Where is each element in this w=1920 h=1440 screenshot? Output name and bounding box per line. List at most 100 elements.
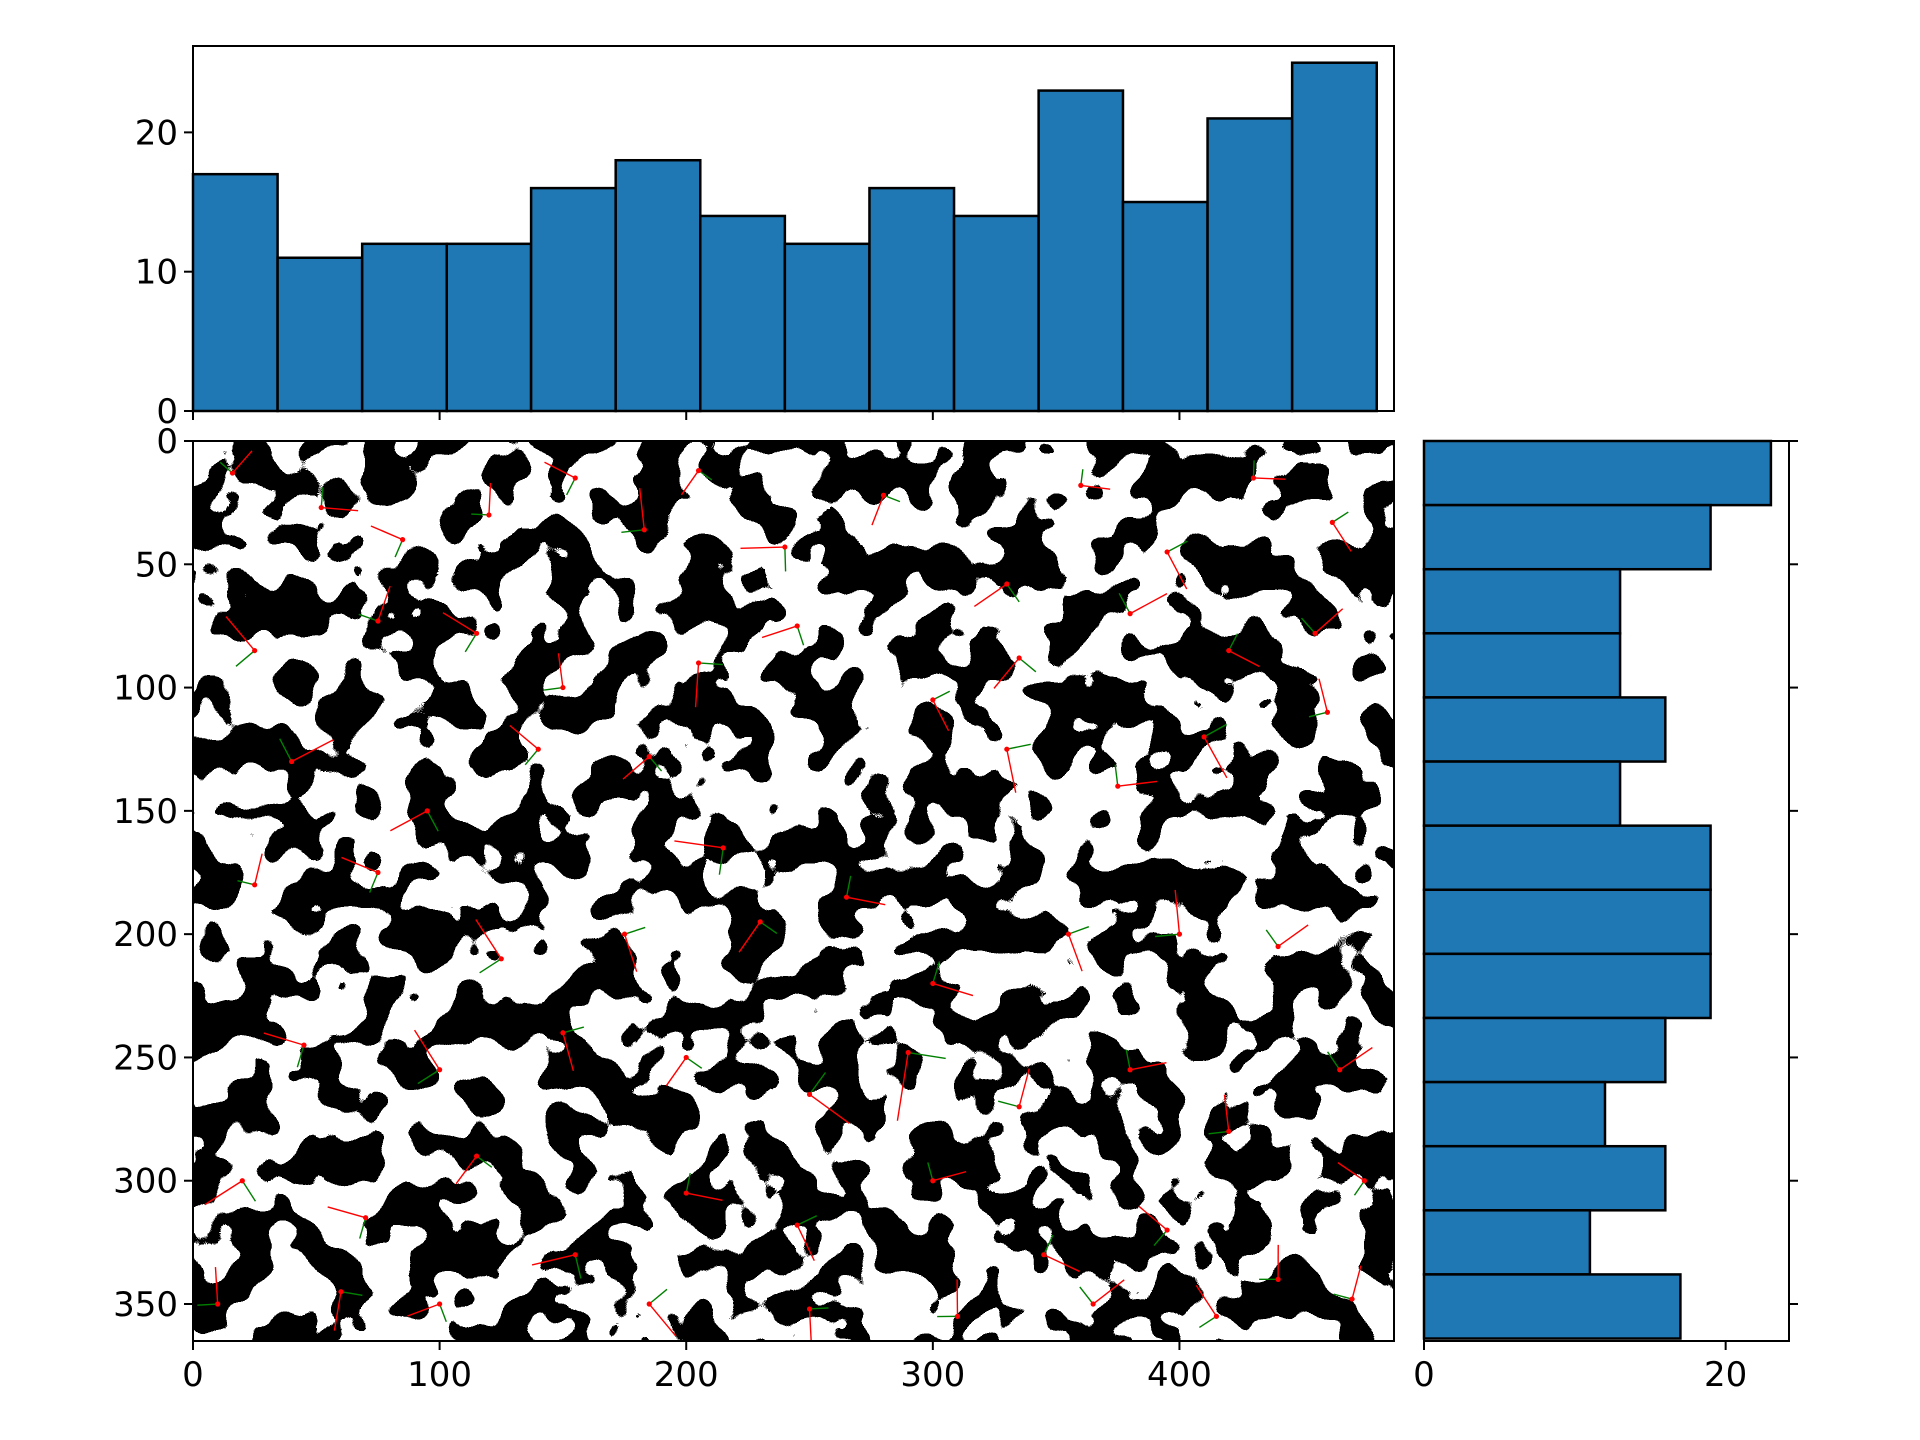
major-axis-line [263, 1032, 305, 1046]
cell-centroid-point [1004, 746, 1010, 752]
major-axis-line [390, 810, 428, 832]
major-axis-line [1351, 1265, 1362, 1300]
minor-axis-line [543, 686, 564, 691]
major-axis-line [738, 921, 761, 953]
minor-axis-line [698, 662, 723, 666]
main-y-tick-label: 300 [113, 1162, 178, 1202]
cell-centroid-point [338, 1289, 344, 1295]
major-axis-line [680, 470, 700, 496]
minor-axis-line [369, 872, 379, 893]
cell-centroid-point [1016, 1104, 1022, 1110]
minor-axis-line [1265, 929, 1279, 947]
major-axis-line [1195, 1284, 1218, 1317]
cell-centroid-point [1213, 1313, 1220, 1319]
minor-axis-line [927, 1162, 934, 1181]
minor-axis-line [235, 650, 256, 667]
top-histogram-bar [191, 172, 279, 413]
major-axis-line [623, 933, 638, 972]
top-histogram-bars [191, 61, 1378, 413]
major-axis-line [370, 525, 403, 541]
minor-axis-line [1079, 1286, 1094, 1305]
minor-axis-line [932, 961, 941, 984]
minor-axis-line [1228, 633, 1239, 651]
major-axis-line [1277, 924, 1309, 948]
minor-axis-line [359, 1217, 367, 1239]
major-axis-line [413, 1029, 441, 1071]
cell-centroid-point [289, 758, 295, 765]
top-histogram-bar [614, 158, 702, 413]
major-axis-line [686, 1192, 723, 1202]
major-axis-line [896, 1052, 909, 1121]
minor-axis-line [1166, 540, 1188, 553]
minor-axis-line [718, 847, 724, 875]
top-histogram-bar [1206, 117, 1294, 413]
minor-axis-line [1326, 1051, 1341, 1071]
main-x-tick-label: 200 [654, 1355, 719, 1395]
top-histogram-axes: 0 10 20 [135, 45, 1395, 432]
cell-centroid-point [1275, 1276, 1281, 1282]
cell-centroid-point [646, 1301, 652, 1307]
major-axis-line [327, 1206, 366, 1219]
minor-axis-line [796, 625, 805, 646]
top-histogram-bar [952, 214, 1040, 413]
minor-axis-line [808, 1072, 827, 1095]
minor-axis-line [296, 1044, 305, 1068]
minor-axis-line [908, 1051, 946, 1060]
main-x-ticks: 0 100 200 300 400 [182, 1341, 1212, 1395]
major-axis-line [531, 1254, 576, 1266]
cell-centroid-point [1226, 647, 1232, 654]
right-histogram-bar [1422, 567, 1622, 635]
cell-centroid-point [794, 623, 800, 629]
cell-centroid-point [1041, 1252, 1047, 1258]
minor-axis-line [648, 756, 663, 772]
minor-axis-line [574, 1254, 582, 1279]
minor-axis-line [1006, 743, 1031, 750]
major-axis-line [509, 724, 539, 750]
cell-centroid-point [1329, 519, 1335, 525]
minor-axis-line [417, 1069, 440, 1085]
cell-centroid-point [301, 1042, 307, 1048]
minor-axis-line [624, 926, 646, 935]
major-axis-line [442, 612, 477, 634]
cell-centroid-point [229, 470, 236, 476]
minor-axis-line [1080, 469, 1084, 486]
minor-axis-line [784, 547, 787, 572]
major-axis-line [321, 506, 359, 512]
major-axis-line [1331, 521, 1352, 552]
cell-centroid-point [1164, 549, 1170, 555]
major-axis-line [557, 653, 564, 688]
cell-centroid-point [1127, 611, 1133, 617]
cell-centroid-point [318, 504, 324, 511]
right-histogram-x-ticks: 0 20 [1413, 1341, 1747, 1395]
minor-axis-line [1018, 657, 1037, 673]
minor-axis-line [464, 632, 478, 653]
cell-centroid-point [252, 647, 258, 654]
major-axis-line [253, 853, 263, 885]
top-histogram-bar [276, 256, 364, 413]
major-axis-line [1318, 678, 1329, 713]
minor-axis-line [1006, 583, 1020, 603]
main-y-ticks: 0 50 100 150 200 250 300 350 [113, 422, 193, 1325]
cell-centroid-point [880, 492, 887, 498]
main-y-tick-label: 350 [113, 1285, 178, 1325]
major-axis-line [204, 1180, 243, 1206]
major-axis-line [638, 488, 645, 530]
main-y-tick-label: 50 [135, 545, 178, 585]
major-axis-line [648, 1303, 677, 1337]
minor-axis-line [358, 613, 379, 622]
minor-axis-line [320, 487, 324, 508]
minor-axis-line [845, 875, 852, 898]
major-axis-line [1092, 1279, 1125, 1305]
cell-centroid-point [474, 1153, 480, 1159]
cell-centroid-point [400, 537, 406, 543]
major-axis-line [231, 450, 253, 474]
minor-axis-line [394, 539, 404, 558]
minor-axis-line [426, 810, 439, 832]
cell-centroid-point [572, 1252, 578, 1258]
minor-axis-line [1043, 1234, 1054, 1255]
major-axis-line [455, 1155, 478, 1185]
main-x-tick-label: 400 [1147, 1355, 1212, 1395]
minor-axis-line [759, 921, 778, 935]
right-histogram-bar [1422, 439, 1773, 507]
major-axis-line [214, 1267, 219, 1305]
